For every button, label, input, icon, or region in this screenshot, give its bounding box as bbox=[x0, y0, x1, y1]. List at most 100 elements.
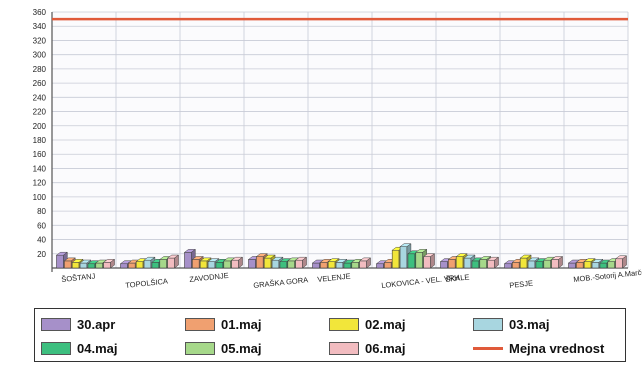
legend-label: 02.maj bbox=[365, 316, 406, 332]
bar bbox=[423, 256, 431, 269]
bar bbox=[256, 256, 264, 269]
y-tick-label: 120 bbox=[33, 179, 47, 188]
bar bbox=[184, 252, 192, 269]
bar bbox=[279, 261, 288, 269]
bar-side bbox=[622, 255, 627, 269]
bar bbox=[64, 260, 72, 269]
bar bbox=[135, 261, 144, 269]
bar bbox=[320, 262, 328, 269]
bar bbox=[512, 262, 520, 269]
bar bbox=[359, 260, 367, 269]
bar bbox=[615, 258, 623, 269]
bar bbox=[504, 263, 512, 269]
bar-side bbox=[494, 256, 499, 269]
bar bbox=[120, 263, 128, 269]
bar bbox=[351, 262, 359, 269]
legend-item-03maj: 03.maj bbox=[473, 313, 633, 335]
bar bbox=[312, 262, 320, 269]
bar bbox=[583, 261, 592, 269]
legend-swatch bbox=[41, 341, 71, 355]
bar bbox=[71, 262, 80, 269]
bar bbox=[576, 262, 584, 269]
bar bbox=[343, 262, 352, 269]
bar-side bbox=[558, 255, 563, 269]
legend-swatch bbox=[329, 317, 359, 331]
bar bbox=[479, 259, 487, 269]
bar bbox=[143, 259, 152, 269]
legend-swatch bbox=[473, 317, 503, 331]
y-tick-label: 60 bbox=[37, 221, 46, 230]
y-tick-label: 260 bbox=[33, 79, 47, 88]
x-tick-label: VELENJE bbox=[317, 272, 351, 284]
y-tick-label: 340 bbox=[33, 22, 47, 31]
x-tick-label: ŠOŠTANJ bbox=[61, 271, 96, 284]
legend: 30.apr 01.maj 02.maj 03.maj 04.maj 05.ma… bbox=[34, 308, 626, 362]
y-tick-label: 240 bbox=[33, 93, 47, 102]
x-tick-label: TOPOLŠICA bbox=[125, 277, 169, 290]
legend-item-04maj: 04.maj bbox=[41, 337, 185, 359]
legend-label: 06.maj bbox=[365, 340, 406, 356]
bar bbox=[487, 259, 495, 269]
y-tick-label: 180 bbox=[33, 136, 47, 145]
y-tick-label: 220 bbox=[33, 108, 47, 117]
bar bbox=[384, 262, 392, 269]
bar bbox=[87, 263, 96, 269]
bar bbox=[56, 254, 64, 269]
bar bbox=[215, 262, 224, 269]
y-tick-label: 300 bbox=[33, 51, 47, 60]
bar bbox=[568, 262, 576, 269]
bar bbox=[527, 260, 536, 269]
bar bbox=[128, 262, 136, 269]
legend-label: 30.apr bbox=[77, 316, 116, 332]
bar bbox=[248, 259, 256, 269]
legend-label: Mejna vrednost bbox=[509, 340, 605, 356]
bar bbox=[607, 261, 615, 269]
bar bbox=[376, 263, 384, 269]
legend-label: 03.maj bbox=[509, 316, 550, 332]
bar bbox=[167, 257, 175, 269]
bar-side bbox=[366, 257, 371, 269]
bar bbox=[391, 249, 400, 269]
bar bbox=[263, 257, 272, 269]
bar bbox=[199, 260, 208, 269]
legend-item-mejna-vrednost: Mejna vrednost bbox=[473, 337, 633, 359]
bar bbox=[440, 261, 448, 269]
x-tick-label: MOB.-Sotorij A.Marčeva bbox=[573, 267, 642, 284]
bar bbox=[599, 262, 608, 269]
bar bbox=[95, 262, 103, 269]
y-tick-label: 20 bbox=[37, 250, 46, 259]
legend-label: 04.maj bbox=[77, 340, 118, 356]
y-tick-label: 280 bbox=[33, 65, 47, 74]
legend-item-01maj: 01.maj bbox=[185, 313, 329, 335]
y-tick-label: 140 bbox=[33, 164, 47, 173]
chart-area: 20 40 60 80 100 120 140 160 180 200 220 240 260 280 30… bbox=[33, 8, 642, 290]
bar bbox=[79, 262, 88, 269]
legend-swatch bbox=[185, 317, 215, 331]
bar-chart: 20 40 60 80 100 120 140 160 180 200 220 240 260 280 30… bbox=[33, 8, 642, 290]
bar bbox=[455, 256, 464, 269]
legend-line-swatch bbox=[473, 346, 503, 350]
bar bbox=[151, 262, 160, 269]
y-tick-label: 360 bbox=[33, 8, 47, 17]
bar bbox=[551, 259, 559, 269]
legend-label: 01.maj bbox=[221, 316, 262, 332]
bar-side bbox=[174, 254, 179, 269]
legend-item-30apr: 30.apr bbox=[41, 313, 185, 335]
bar bbox=[471, 260, 480, 269]
bar bbox=[519, 257, 528, 269]
legend-item-02maj: 02.maj bbox=[329, 313, 473, 335]
bar-side bbox=[430, 253, 435, 269]
bar bbox=[192, 259, 200, 269]
bar-side bbox=[110, 258, 115, 269]
bar bbox=[463, 257, 472, 269]
y-tick-label: 160 bbox=[33, 150, 47, 159]
bar bbox=[287, 260, 295, 269]
bar bbox=[159, 259, 167, 269]
y-tick-label: 40 bbox=[37, 236, 46, 245]
bar bbox=[271, 259, 280, 269]
y-tick-label: 320 bbox=[33, 36, 47, 45]
bar bbox=[407, 253, 416, 269]
legend-item-05maj: 05.maj bbox=[185, 337, 329, 359]
bar bbox=[335, 262, 344, 269]
y-tick-label: 200 bbox=[33, 122, 47, 131]
